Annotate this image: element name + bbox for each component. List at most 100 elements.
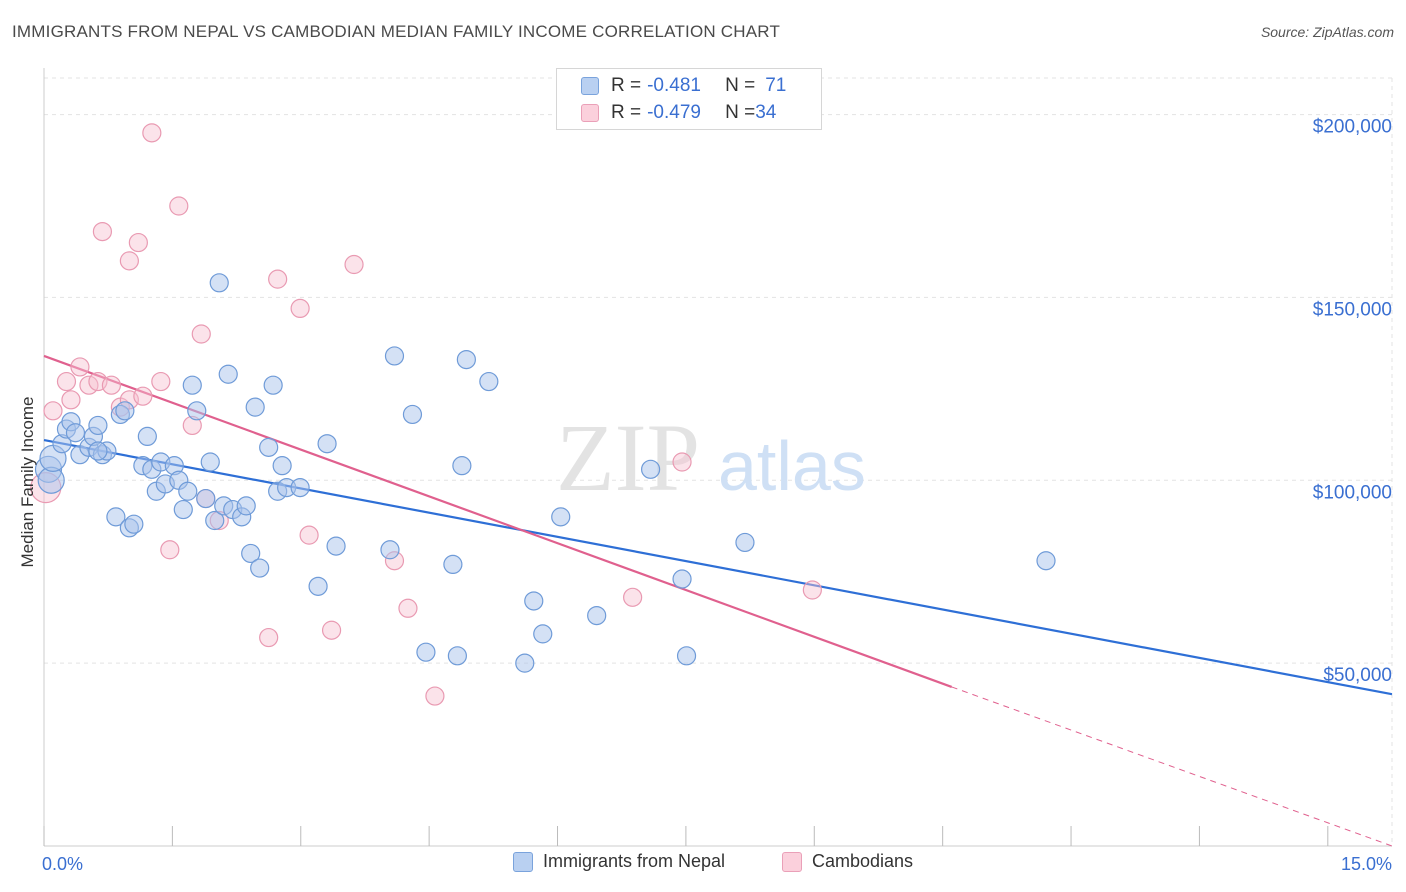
legend-n-value: 34: [755, 102, 777, 123]
point-cambodians: [160, 540, 180, 560]
point-nepal: [218, 364, 238, 384]
point-cambodians: [259, 627, 279, 648]
point-nepal: [380, 540, 400, 560]
legend-row-cambodians: R = -0.479 N = 34: [581, 100, 776, 126]
point-cambodians: [425, 686, 445, 706]
point-nepal: [317, 434, 337, 454]
point-nepal: [137, 426, 157, 446]
legend-label-cambodians: Cambodians: [812, 851, 914, 871]
point-nepal: [263, 375, 283, 395]
legend-n-label: N =: [725, 102, 756, 123]
point-nepal: [533, 624, 553, 644]
point-cambodians: [191, 324, 211, 344]
point-nepal: [124, 514, 144, 534]
legend-r-label: R =: [611, 102, 642, 123]
legend-label-nepal: Immigrants from Nepal: [543, 851, 726, 871]
point-cambodians: [672, 452, 692, 472]
point-nepal: [326, 536, 346, 556]
axis-labels: $50,000 $100,000 $150,000 $200,000 0.0% 15.0%…: [18, 117, 1392, 874]
y-tick-label: $50,000: [1323, 665, 1392, 686]
point-nepal: [290, 478, 310, 498]
watermark-atlas: atlas: [718, 427, 866, 505]
point-nepal: [447, 646, 467, 666]
point-cambodians: [344, 254, 364, 275]
trend-line-cambodians: [43, 354, 953, 688]
point-nepal: [245, 397, 265, 417]
point-cambodians: [101, 375, 122, 395]
point-nepal: [115, 401, 135, 421]
point-nepal: [587, 605, 607, 626]
point-nepal: [452, 456, 472, 476]
point-nepal: [515, 653, 535, 673]
point-nepal: [236, 496, 256, 516]
point-nepal: [479, 371, 499, 392]
point-nepal: [88, 415, 108, 436]
data-points: [30, 123, 1056, 706]
point-nepal: [524, 591, 544, 611]
legend-r-label: R =: [611, 75, 642, 96]
point-nepal: [672, 569, 692, 589]
point-nepal: [182, 375, 202, 395]
legend-row-nepal: R = -0.481 N = 71: [581, 73, 786, 99]
point-nepal: [88, 441, 108, 461]
legend-swatch-nepal: [581, 77, 599, 95]
point-nepal: [250, 558, 270, 578]
point-cambodians: [61, 390, 81, 410]
point-nepal: [443, 554, 463, 575]
point-cambodians: [268, 269, 288, 289]
point-cambodians: [290, 298, 310, 318]
point-cambodians: [169, 196, 189, 216]
watermark-zip: ZIP: [556, 404, 700, 511]
legend-r-value: -0.479: [647, 102, 701, 123]
x-tick-label: 15.0%: [1341, 854, 1392, 874]
point-nepal: [456, 350, 476, 370]
point-cambodians: [43, 401, 63, 421]
y-tick-label: $200,000: [1313, 117, 1392, 138]
point-nepal: [205, 510, 225, 531]
point-nepal: [384, 346, 405, 366]
legend-swatch-cambodians: [782, 851, 802, 872]
chart-title: IMMIGRANTS FROM NEPAL VS CAMBODIAN MEDIA…: [12, 22, 781, 41]
point-nepal: [241, 543, 261, 564]
bottom-legend-cambodians: Cambodians: [782, 851, 913, 872]
point-nepal: [272, 456, 292, 476]
point-nepal: [308, 576, 328, 596]
point-cambodians: [119, 251, 139, 271]
point-nepal: [173, 499, 193, 520]
point-nepal: [402, 404, 423, 425]
legend-n-value: 71: [765, 75, 787, 96]
point-nepal: [640, 459, 661, 479]
point-cambodians: [142, 123, 162, 143]
grid-lines: [44, 77, 1393, 846]
point-nepal: [416, 642, 436, 662]
point-nepal: [106, 507, 126, 527]
point-nepal: [676, 646, 697, 666]
x-tick-label: 0.0%: [42, 854, 83, 874]
zipatlas-watermark: ZIP atlas: [556, 404, 866, 511]
point-cambodians: [398, 598, 418, 618]
legend-swatch-cambodians: [581, 104, 599, 122]
point-cambodians: [623, 587, 643, 607]
trend-line-nepal: [43, 438, 1393, 696]
point-nepal: [200, 452, 220, 472]
trend-line-cambodians-extrapolated: [951, 686, 1393, 847]
point-nepal: [196, 488, 216, 509]
bottom-legend-nepal: Immigrants from Nepal: [513, 851, 725, 872]
point-nepal: [551, 507, 571, 527]
point-cambodians: [321, 620, 342, 640]
y-tick-label: $100,000: [1313, 482, 1392, 503]
point-cambodians: [299, 525, 319, 545]
point-nepal: [735, 532, 755, 553]
point-nepal: [209, 273, 229, 293]
legend-swatch-nepal: [513, 851, 533, 872]
point-cambodians: [70, 357, 90, 377]
point-cambodians: [802, 580, 822, 600]
point-cambodians: [128, 232, 148, 253]
point-nepal: [187, 401, 207, 421]
point-cambodians: [56, 371, 77, 392]
y-tick-label: $150,000: [1313, 299, 1392, 320]
correlation-legend: R = -0.481 N = 71 R = -0.479 N = 34: [556, 68, 822, 130]
legend-n-label: N =: [725, 75, 756, 96]
y-axis-label: Median Family Income: [18, 396, 37, 567]
